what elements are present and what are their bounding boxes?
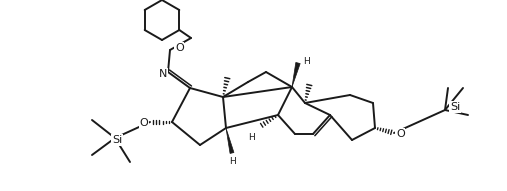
Polygon shape xyxy=(226,128,234,153)
Text: Si: Si xyxy=(450,102,460,112)
Polygon shape xyxy=(292,62,300,87)
Text: O: O xyxy=(396,129,405,139)
Text: O: O xyxy=(175,43,184,53)
Text: N: N xyxy=(159,69,167,79)
Text: Si: Si xyxy=(112,135,122,145)
Text: H: H xyxy=(229,156,235,165)
Text: H: H xyxy=(247,133,255,142)
Text: H: H xyxy=(303,57,310,66)
Text: O: O xyxy=(139,118,148,128)
